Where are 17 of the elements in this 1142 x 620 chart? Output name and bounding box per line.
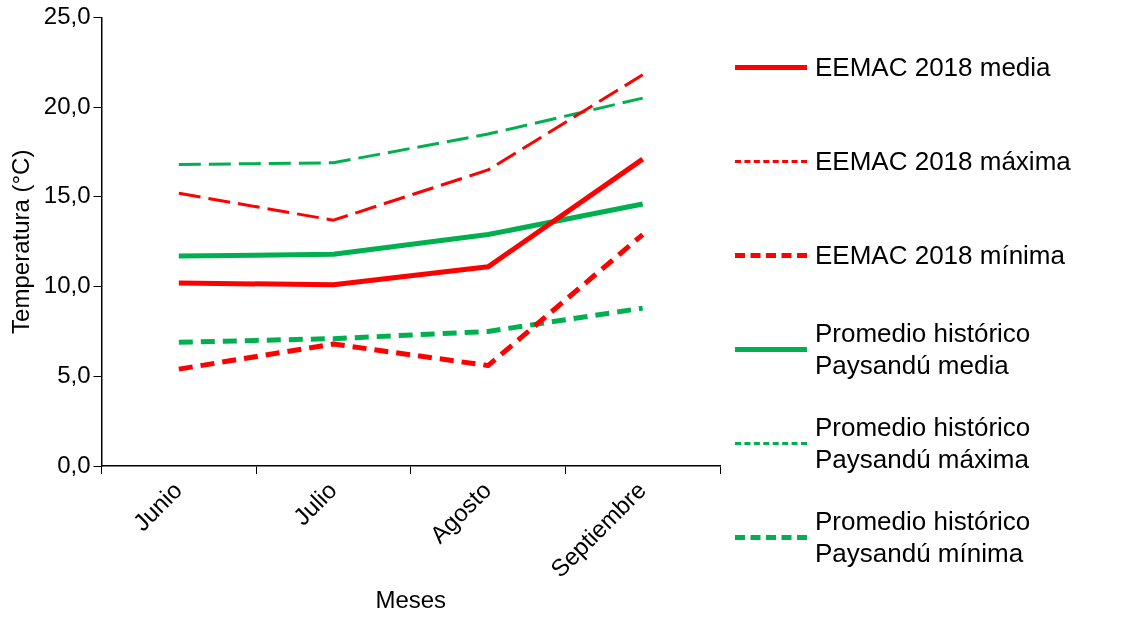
x-axis-title: Meses <box>375 586 447 614</box>
legend-label: EEMAC 2018 mínima <box>815 239 1065 271</box>
y-tick-label: 0,0 <box>57 450 91 478</box>
legend-label: Promedio histórico Paysandú máxima <box>815 411 1032 475</box>
legend-label: EEMAC 2018 media <box>815 51 1051 83</box>
y-tick-label: 15,0 <box>43 181 91 209</box>
y-tick-label: 5,0 <box>57 360 91 388</box>
y-tick-label: 25,0 <box>43 2 91 30</box>
y-tick-label: 10,0 <box>43 271 91 299</box>
y-tick-label: 20,0 <box>43 91 91 119</box>
y-axis-title: Temperatura (°C) <box>7 149 35 334</box>
legend-label: EEMAC 2018 máxima <box>815 145 1071 177</box>
legend-label: Promedio histórico Paysandú mínima <box>815 505 1032 569</box>
x-tick-label: Julio <box>287 476 342 531</box>
line-series <box>177 96 645 167</box>
legend-label: Promedio histórico Paysandú media <box>815 317 1032 381</box>
line-series <box>177 73 645 222</box>
